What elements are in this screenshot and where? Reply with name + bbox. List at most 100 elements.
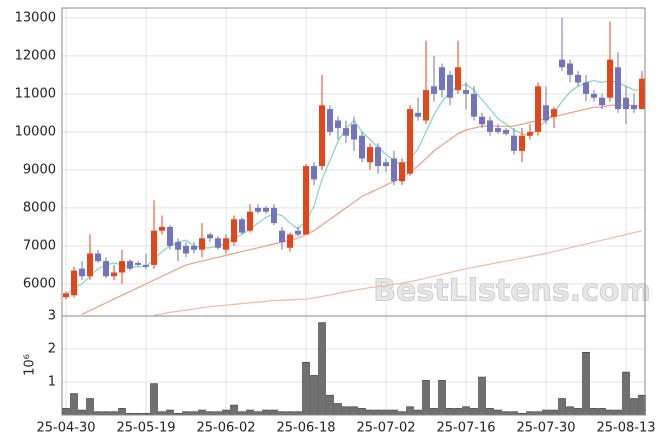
candle-body xyxy=(527,131,533,136)
candle-body xyxy=(127,261,133,269)
volume-bar xyxy=(438,380,446,416)
candle-body xyxy=(343,128,349,136)
candle-body xyxy=(607,59,613,98)
candle-body xyxy=(199,238,205,250)
candle-body xyxy=(143,264,149,267)
moving-average-line xyxy=(153,230,643,317)
volume-bar xyxy=(406,406,414,416)
volume-bar xyxy=(446,408,454,416)
candle-body xyxy=(447,74,453,98)
candle-body xyxy=(543,105,549,121)
x-tick-label: 25-07-30 xyxy=(516,421,575,436)
candle-body xyxy=(367,147,373,163)
volume-bar xyxy=(366,409,374,416)
candle-body xyxy=(359,135,365,159)
y-tick-label: 6000 xyxy=(23,276,56,291)
candle-body xyxy=(183,245,189,254)
volume-bar xyxy=(566,406,574,416)
candle-body xyxy=(191,245,197,250)
candle-body xyxy=(295,230,301,235)
volume-bar xyxy=(350,406,358,416)
candle-body xyxy=(511,135,517,151)
candle-body xyxy=(175,242,181,250)
volume-bar xyxy=(414,409,422,416)
volume-bar xyxy=(454,408,462,416)
candle-body xyxy=(575,74,581,83)
plot-frame xyxy=(61,7,646,416)
candle-body xyxy=(207,234,213,239)
candle-body xyxy=(103,261,109,277)
candle-body xyxy=(303,166,309,235)
volume-bar xyxy=(262,409,270,416)
candle-body xyxy=(255,207,261,212)
volume-bar xyxy=(462,406,470,416)
candle-body xyxy=(335,120,341,129)
candle-body xyxy=(631,105,637,110)
volume-bar xyxy=(422,380,430,416)
candle-body xyxy=(223,238,229,250)
candle-body xyxy=(431,86,437,94)
volume-bar xyxy=(86,398,94,416)
volume-bar xyxy=(638,394,646,416)
volume-bar xyxy=(622,371,630,416)
y-tick-label: 8000 xyxy=(23,200,56,215)
volume-bar xyxy=(558,398,566,416)
volume-bar xyxy=(70,393,78,416)
volume-bar xyxy=(78,409,86,416)
candle-body xyxy=(87,253,93,277)
y-tick-label: 11000 xyxy=(15,86,56,101)
x-tick-label: 25-07-02 xyxy=(356,421,415,436)
candle-body xyxy=(399,162,405,182)
volume-unit: 10⁶ xyxy=(23,354,38,376)
y-tick-label: 1 xyxy=(48,375,56,390)
volume-bar xyxy=(310,375,318,416)
volume-bar xyxy=(598,408,606,416)
y-tick-label: 13000 xyxy=(15,10,56,25)
candle-body xyxy=(95,253,101,262)
candle-body xyxy=(439,67,445,91)
candle-body xyxy=(271,207,277,224)
y-tick-label: 7000 xyxy=(23,238,56,253)
candle-body xyxy=(567,63,573,75)
volume-bar xyxy=(430,408,438,416)
volume-bar xyxy=(62,408,70,416)
x-tick-label: 25-07-16 xyxy=(436,421,495,436)
volume-bar xyxy=(494,409,502,416)
volume-bar xyxy=(358,408,366,416)
candle-body xyxy=(479,116,485,125)
volume-bar xyxy=(614,409,622,416)
y-tick-label: 2 xyxy=(48,342,56,357)
volume-bar xyxy=(270,409,278,416)
volume-bar xyxy=(478,376,486,416)
candle-body xyxy=(599,97,605,106)
volume-bar xyxy=(390,409,398,416)
candle-body xyxy=(623,97,629,110)
candle-body xyxy=(327,109,333,132)
volume-bar xyxy=(582,351,590,416)
volume-bar xyxy=(230,404,238,416)
volume-bar xyxy=(318,322,326,416)
volume-bar xyxy=(302,361,310,416)
candle-body xyxy=(375,147,381,167)
candle-body xyxy=(63,293,69,298)
candle-body xyxy=(215,238,221,248)
volume-bar xyxy=(382,409,390,416)
volume-bar xyxy=(374,409,382,416)
x-tick-label: 25-06-18 xyxy=(276,421,335,436)
candle-body xyxy=(263,207,269,212)
candle-body xyxy=(247,211,253,231)
volume-bar xyxy=(574,408,582,416)
candle-body xyxy=(455,67,461,91)
candle-body xyxy=(495,128,501,132)
candle-body xyxy=(311,166,317,180)
volume-bar xyxy=(222,409,230,416)
candle-body xyxy=(135,262,141,265)
volume-bar xyxy=(334,403,342,416)
x-tick-label: 25-04-30 xyxy=(36,421,95,436)
candle-body xyxy=(279,230,285,243)
candle-body xyxy=(287,234,293,248)
volume-bar xyxy=(118,408,126,416)
volume-bar xyxy=(630,398,638,416)
candle-body xyxy=(151,230,157,265)
